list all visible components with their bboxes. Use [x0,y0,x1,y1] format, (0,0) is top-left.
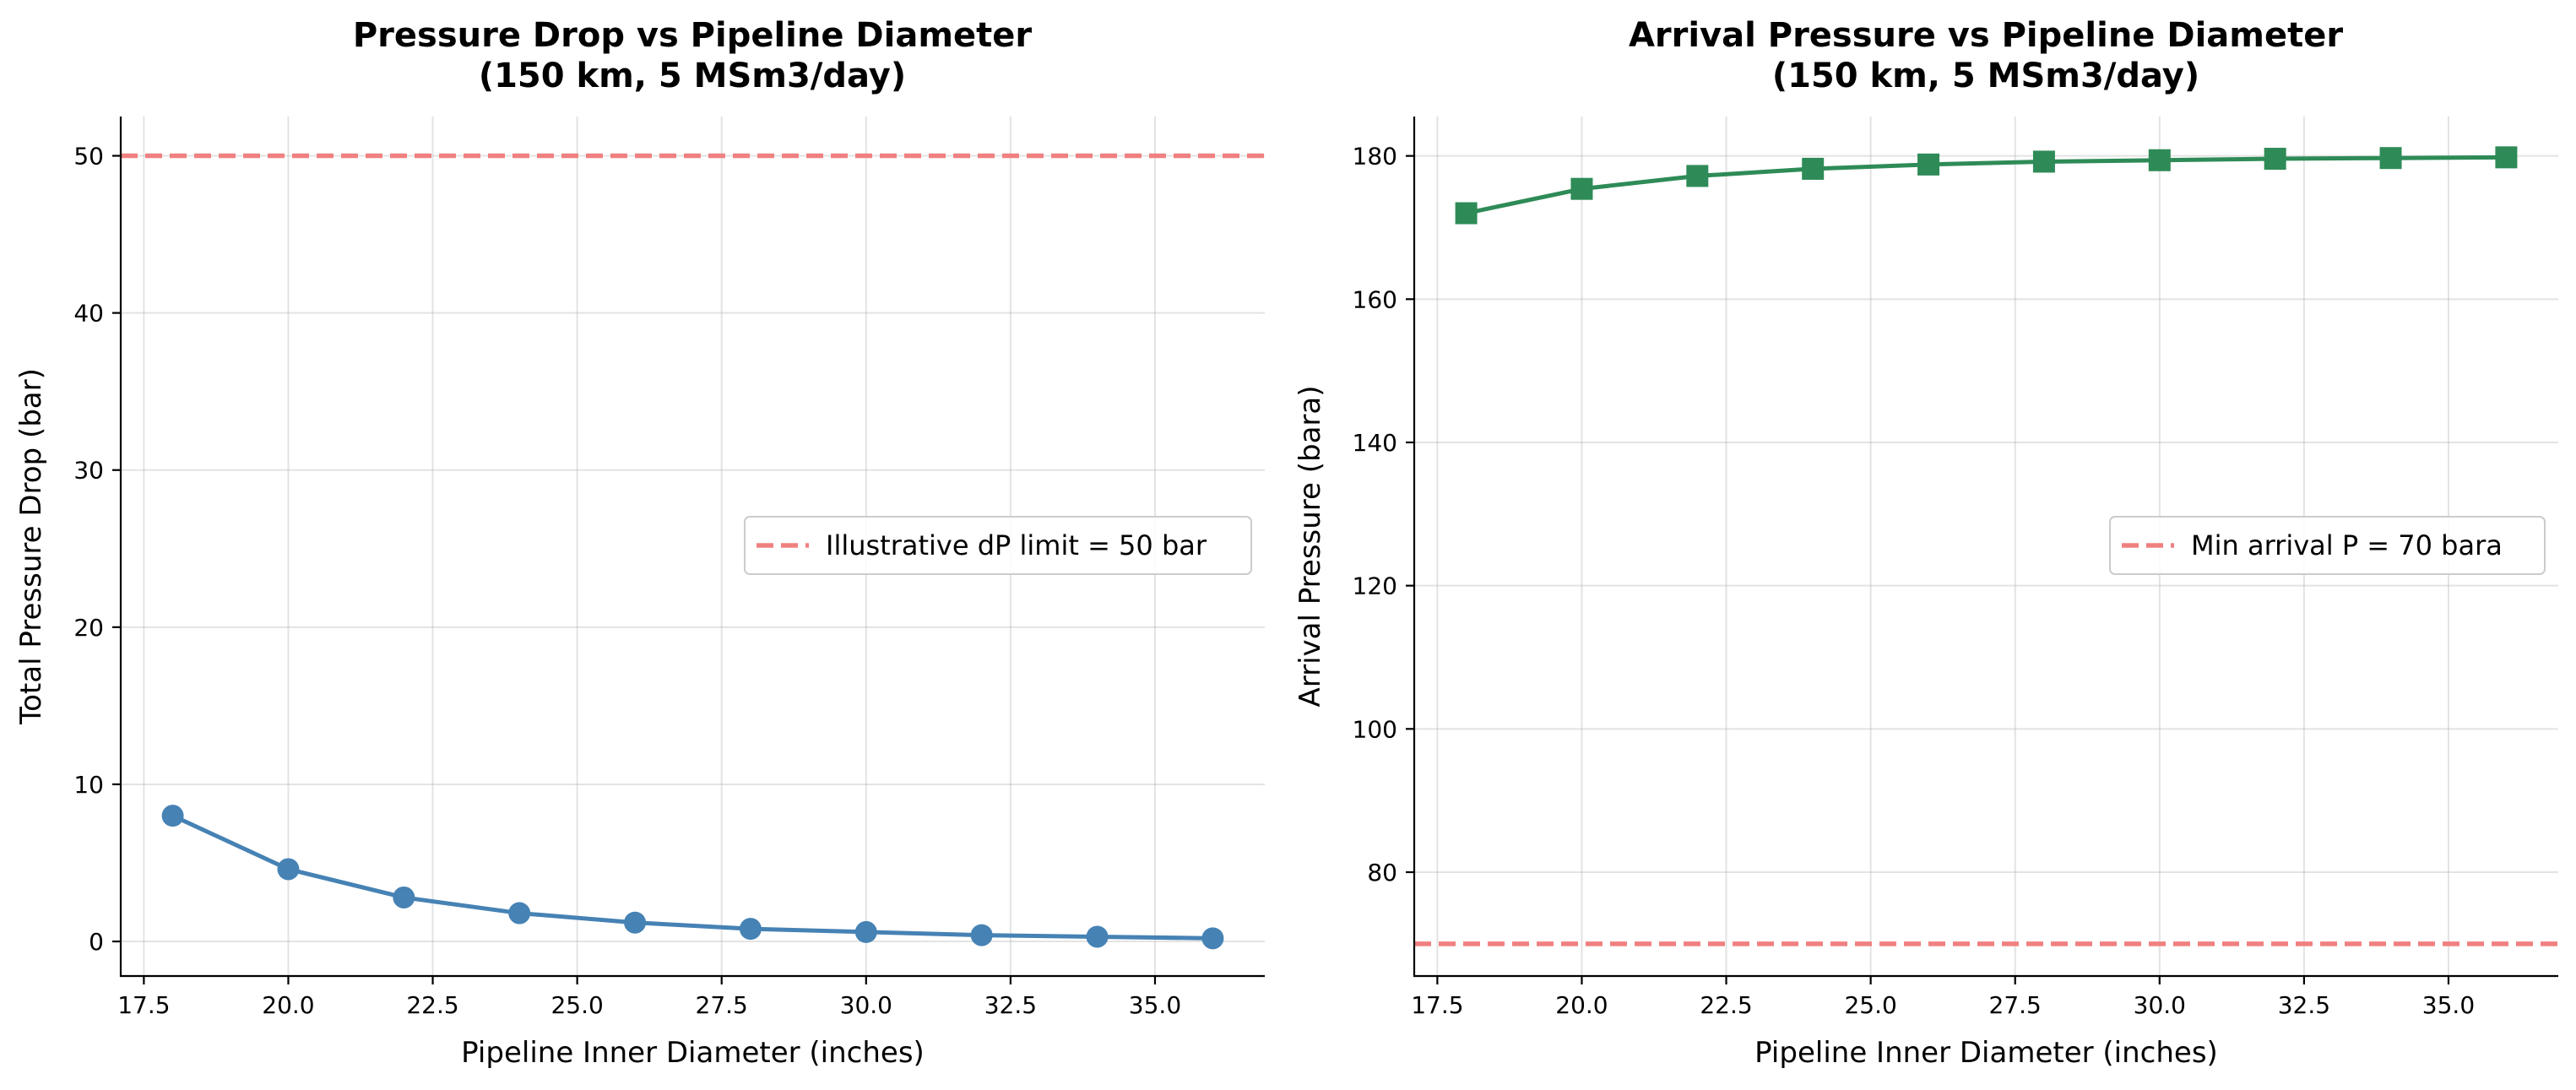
legend: Illustrative dP limit = 50 bar [744,516,1252,575]
data-point [1917,153,1940,176]
legend: Min arrival P = 70 bara [2109,516,2546,575]
x-tick-label: 25.0 [550,991,603,1019]
legend-label: Min arrival P = 70 bara [2191,529,2503,561]
data-point [1201,927,1224,950]
y-tick-label: 120 [1353,572,1397,600]
legend-box [744,516,1252,575]
y-tick-label: 10 [73,771,104,799]
x-tick-label: 17.5 [117,991,170,1019]
x-tick-label: 22.5 [1700,991,1752,1019]
data-point [2379,147,2402,170]
data-point [2264,148,2286,171]
chart-panel-1: 17.5 20.0 22.5 25.0 27.5 30.0 32.5 35.0 0 10 20 30 4… [14,16,1265,1070]
y-tick-label: 80 [1367,859,1397,887]
data-point [161,805,184,827]
x-tick-label: 20.0 [262,991,314,1019]
legend-label: Illustrative dP limit = 50 bar [826,529,1207,561]
chart-subtitle: (150 km, 5 MSm3/day) [479,57,906,95]
legend-box [2109,516,2546,575]
x-tick-label: 17.5 [1411,991,1463,1019]
x-tick-label: 32.5 [984,991,1037,1019]
data-point [393,886,415,908]
data-point [2495,146,2518,169]
data-point [1086,925,1109,948]
data-point [1802,157,1825,180]
y-tick-label: 0 [89,928,104,956]
data-point [508,902,531,925]
y-tick-label: 30 [73,457,104,485]
data-point [2032,150,2055,173]
x-tick-label: 27.5 [1989,991,2042,1019]
x-tick-label: 30.0 [840,991,892,1019]
data-point [1686,165,1709,187]
y-tick-label: 20 [73,614,104,642]
x-tick-label: 25.0 [1844,991,1896,1019]
data-point [2148,149,2171,171]
chart-title: Arrival Pressure vs Pipeline Diameter [1629,16,2343,55]
data-point [854,920,877,943]
data-point [1570,177,1593,200]
data-point [1455,202,1478,225]
y-axis-label: Total Pressure Drop (bar) [14,368,48,725]
data-point [970,924,993,946]
x-tick-label: 35.0 [1129,991,1181,1019]
y-tick-label: 160 [1353,285,1397,313]
axis-spines [1413,117,2558,978]
x-tick-label: 35.0 [2422,991,2475,1019]
x-tick-label: 22.5 [406,991,458,1019]
y-axis-label: Arrival Pressure (bara) [1293,385,1327,707]
x-axis-label: Pipeline Inner Diameter (inches) [1754,1036,2218,1070]
y-tick-label: 50 [73,143,104,171]
x-tick-label: 30.0 [2134,991,2186,1019]
y-tick-label: 40 [73,300,104,328]
data-point [739,918,762,941]
series-line [171,813,1213,941]
chart-title: Pressure Drop vs Pipeline Diameter [353,16,1033,55]
y-tick-label: 140 [1353,429,1397,457]
x-tick-label: 32.5 [2278,991,2330,1019]
y-tick-label: 180 [1353,143,1397,171]
data-point [277,858,300,881]
series-line [1466,155,2507,215]
chart-subtitle: (150 km, 5 MSm3/day) [1772,57,2199,95]
data-point [624,911,647,934]
x-axis-label: Pipeline Inner Diameter (inches) [461,1036,925,1070]
chart-panel-2: 17.5 20.0 22.5 25.0 27.5 30.0 32.5 35.0 80 100 120… [1293,16,2558,1070]
x-tick-label: 27.5 [696,991,748,1019]
y-tick-label: 100 [1353,715,1397,743]
x-tick-label: 20.0 [1555,991,1608,1019]
axis-spines [119,117,1265,978]
